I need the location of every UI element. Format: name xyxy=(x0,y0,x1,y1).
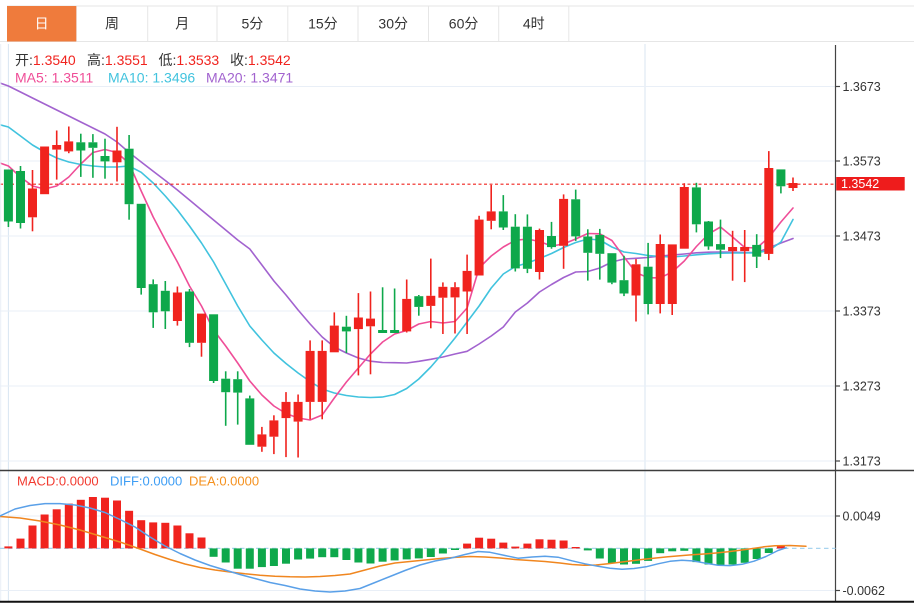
svg-text:1.3573: 1.3573 xyxy=(843,155,881,169)
svg-text:周: 周 xyxy=(105,16,119,32)
svg-text:30分: 30分 xyxy=(378,16,408,32)
svg-text:1.3373: 1.3373 xyxy=(843,305,881,319)
svg-text:低:1.3533: 低:1.3533 xyxy=(159,52,220,68)
svg-text:4时: 4时 xyxy=(523,16,545,32)
svg-text:日: 日 xyxy=(35,16,49,32)
svg-text:15分: 15分 xyxy=(308,16,338,32)
svg-text:MACD:0.0000: MACD:0.0000 xyxy=(17,474,99,489)
svg-text:MA10: 1.3496: MA10: 1.3496 xyxy=(108,70,195,86)
svg-text:1.3542: 1.3542 xyxy=(841,177,879,191)
svg-text:1.3173: 1.3173 xyxy=(843,455,881,469)
svg-text:月: 月 xyxy=(175,16,189,32)
svg-text:MA5: 1.3511: MA5: 1.3511 xyxy=(15,70,94,86)
svg-text:-0.0062: -0.0062 xyxy=(843,584,885,598)
svg-text:收:1.3542: 收:1.3542 xyxy=(230,52,291,68)
svg-text:开:1.3540: 开:1.3540 xyxy=(15,52,76,68)
svg-text:1.3473: 1.3473 xyxy=(843,230,881,244)
svg-text:0.0049: 0.0049 xyxy=(843,510,881,524)
svg-text:60分: 60分 xyxy=(449,16,479,32)
svg-text:1.3673: 1.3673 xyxy=(843,80,881,94)
svg-text:MA20: 1.3471: MA20: 1.3471 xyxy=(206,70,293,86)
svg-text:1.3273: 1.3273 xyxy=(843,380,881,394)
svg-text:高:1.3551: 高:1.3551 xyxy=(87,52,148,68)
svg-text:DIFF:0.0000: DIFF:0.0000 xyxy=(110,474,182,489)
svg-text:5分: 5分 xyxy=(242,16,264,32)
svg-text:DEA:0.0000: DEA:0.0000 xyxy=(189,474,259,489)
